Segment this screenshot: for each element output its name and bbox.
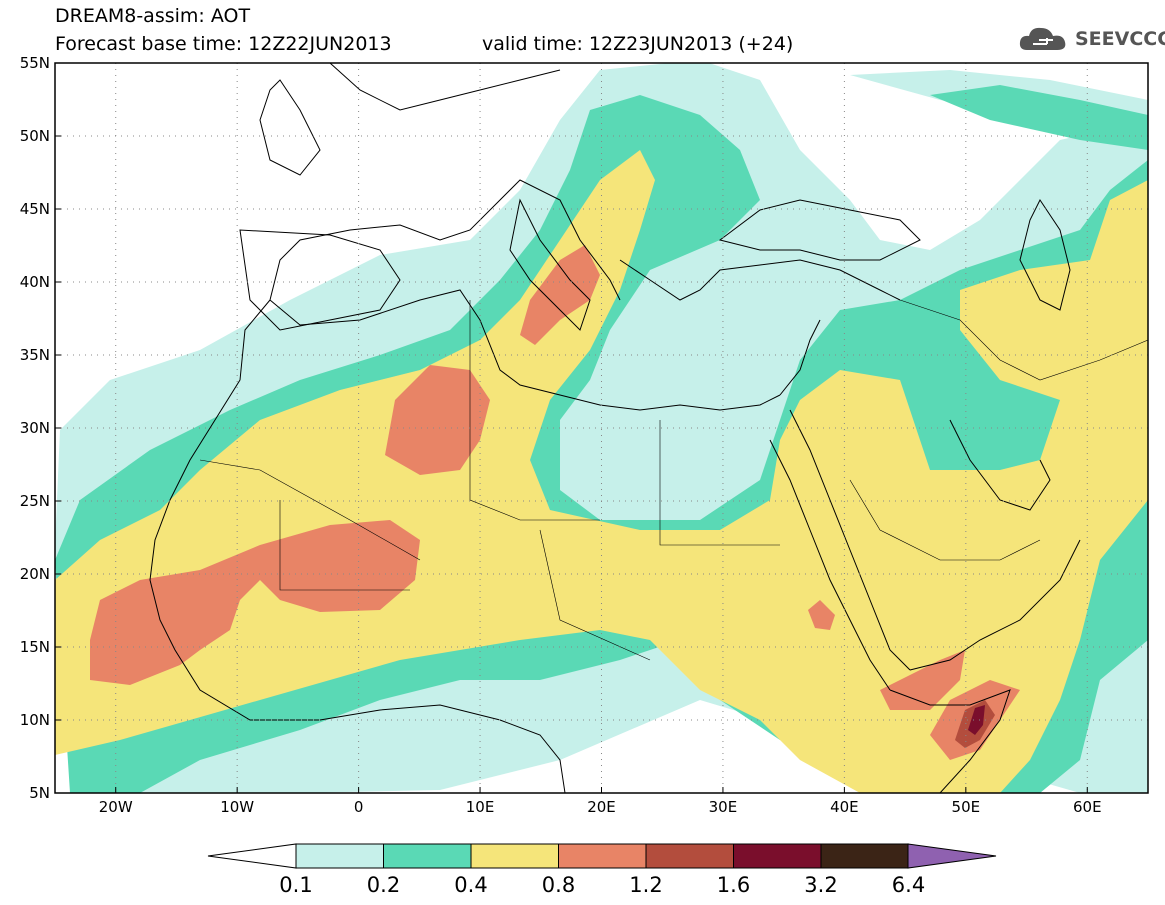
border-2	[659, 420, 780, 546]
aot-contour-0.2-north	[930, 85, 1148, 150]
lon-tick-label: 30E	[709, 798, 738, 816]
lon-labels: 20W 10W 0 10E 20E 30E 40E 50E 60E	[99, 787, 1102, 816]
border-5	[199, 459, 421, 561]
graticule	[55, 63, 1148, 793]
coast-blacksea	[718, 199, 921, 261]
lat-tick-label: 40N	[20, 273, 50, 291]
cloud-logo-icon	[1019, 27, 1066, 50]
border-7	[899, 299, 1148, 381]
lat-labels: 55N 50N 45N 40N 35N 30N 25N 20N 15N 10N 5N	[20, 54, 61, 802]
colorbar-high-arrow	[907, 843, 997, 869]
colorbar-cell	[558, 843, 647, 869]
lon-tick-label: 10E	[466, 798, 495, 816]
colorbar-label: 0.1	[279, 873, 312, 897]
colorbar-label: 6.4	[892, 873, 925, 897]
lat-tick-label: 45N	[20, 200, 50, 218]
forecast-base-time: Forecast base time: 12Z22JUN2013	[55, 33, 392, 55]
aot-contour-0.8-sahel-west	[90, 520, 420, 685]
lat-tick-label: 35N	[20, 346, 50, 364]
lat-tick-label: 55N	[20, 54, 50, 72]
valid-time: valid time: 12Z23JUN2013 (+24)	[482, 33, 794, 55]
lat-tick-label: 25N	[20, 492, 50, 510]
colorbar-label: 3.2	[804, 873, 837, 897]
colorbar-label: 1.2	[629, 873, 662, 897]
lon-tick-label: 40E	[830, 798, 859, 816]
colorbar-cell	[733, 843, 822, 869]
lat-tick-label: 15N	[20, 638, 50, 656]
coast-redsea-east	[789, 409, 911, 671]
colorbar-cell	[295, 843, 384, 869]
colorbar-label: 1.6	[717, 873, 750, 897]
lon-tick-label: 10W	[220, 798, 254, 816]
border-3	[279, 500, 410, 591]
aot-contour-0.8-algeria	[385, 365, 490, 475]
aot-contour-0.8-italy	[520, 245, 600, 345]
colorbar-cell	[383, 843, 472, 869]
coast-aegean	[619, 259, 901, 301]
lon-tick-label: 60E	[1073, 798, 1102, 816]
logo-text: SEEVCCC	[1075, 28, 1165, 50]
lat-tick-label: 5N	[29, 784, 50, 802]
coast-arabia-south	[909, 539, 1081, 671]
lon-tick-label: 0	[354, 798, 364, 816]
coast-europe	[269, 179, 621, 301]
lat-tick-label: 20N	[20, 565, 50, 583]
coast-north-europe	[329, 63, 561, 111]
seevccc-logo: SEEVCCC	[1017, 22, 1165, 54]
colorbar-cell	[645, 843, 734, 869]
lat-tick-label: 30N	[20, 419, 50, 437]
lon-tick-label: 50E	[952, 798, 981, 816]
coast-italy	[509, 198, 591, 331]
coast-north-africa	[269, 289, 781, 411]
border-1	[469, 300, 600, 521]
colorbar-label: 0.2	[367, 873, 400, 897]
aot-contour-0.8-aden	[880, 650, 965, 710]
coast-iberia	[239, 229, 401, 331]
colorbar-cell	[470, 843, 559, 869]
coast-gulf	[949, 419, 1051, 511]
aot-contour-1.6	[968, 705, 985, 735]
map-title: DREAM8-assim: AOT	[55, 5, 251, 27]
colorbar-label: 0.4	[454, 873, 487, 897]
coast-redsea-west	[769, 439, 891, 691]
coast-caspian	[1019, 199, 1071, 311]
colorbar: 0.1 0.2 0.4 0.8 1.2 1.6 3.2 6.4	[207, 843, 997, 897]
aot-contour-0.4	[55, 150, 1148, 793]
colorbar-label: 0.8	[542, 873, 575, 897]
border-6	[849, 479, 1041, 561]
coast-uk	[259, 79, 321, 176]
colorbar-cell	[820, 843, 909, 869]
lon-tick-label: 20W	[99, 798, 133, 816]
coast-horn	[889, 689, 1011, 793]
aot-contour-0.8-redsea	[808, 600, 835, 630]
coastlines	[149, 63, 1081, 793]
lat-tick-label: 10N	[20, 711, 50, 729]
lon-tick-label: 20E	[587, 798, 616, 816]
colorbar-low-arrow	[207, 843, 297, 869]
lat-tick-label: 50N	[20, 127, 50, 145]
